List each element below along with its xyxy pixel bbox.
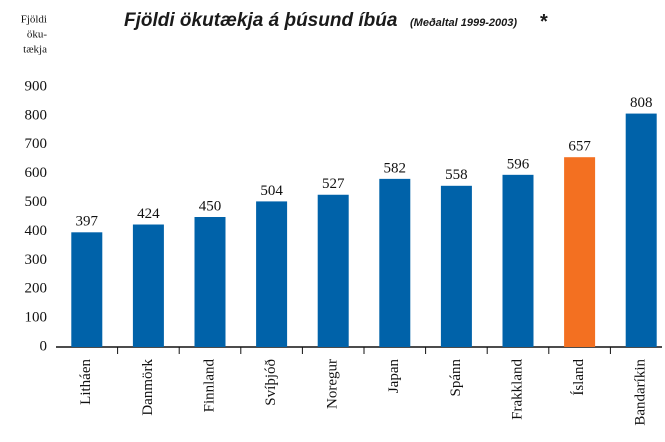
x-tick-label: Noregur bbox=[325, 359, 341, 409]
value-label: 504 bbox=[260, 183, 283, 199]
bar bbox=[625, 113, 657, 347]
bar bbox=[256, 201, 288, 347]
value-label: 657 bbox=[568, 139, 591, 155]
x-tick-label: Litháen bbox=[78, 359, 94, 405]
bar bbox=[194, 217, 226, 347]
y-tick-label: 100 bbox=[25, 310, 48, 326]
bar bbox=[440, 185, 472, 347]
y-tick-label: 700 bbox=[25, 136, 48, 152]
y-tick-label: 600 bbox=[25, 165, 48, 181]
x-tick-label: Spánn bbox=[448, 359, 464, 397]
x-tick-label: Ísland bbox=[570, 359, 587, 396]
x-tick-label: Bandaríkin bbox=[633, 359, 649, 426]
y-tick-label: 0 bbox=[40, 338, 48, 354]
y-axis-label: öku- bbox=[27, 29, 48, 41]
value-label: 596 bbox=[507, 156, 530, 172]
x-tick-label: Svíþjóð bbox=[263, 359, 279, 406]
value-label: 424 bbox=[137, 206, 160, 222]
value-label: 558 bbox=[445, 167, 468, 183]
bar bbox=[71, 232, 103, 347]
x-tick-label: Japan bbox=[386, 359, 402, 394]
x-tick-label: Finnland bbox=[201, 359, 217, 413]
bar bbox=[379, 178, 411, 347]
value-label: 582 bbox=[384, 160, 407, 176]
bar bbox=[132, 224, 164, 347]
y-tick-label: 800 bbox=[25, 107, 48, 123]
y-axis-label: Fjöldi bbox=[21, 14, 47, 26]
value-label: 397 bbox=[76, 214, 99, 230]
y-tick-label: 900 bbox=[25, 78, 48, 94]
annotation: * bbox=[540, 11, 548, 33]
value-label: 527 bbox=[322, 176, 345, 192]
x-tick-label: Danmörk bbox=[140, 359, 156, 416]
chart-subtitle: (Meðaltal 1999-2003) bbox=[410, 17, 517, 29]
y-tick-label: 500 bbox=[25, 194, 48, 210]
bar bbox=[317, 194, 349, 347]
chart-title: Fjöldi ökutækja á þúsund íbúa bbox=[124, 10, 398, 31]
y-axis-label: tækja bbox=[23, 44, 47, 56]
x-tick-label: Frakkland bbox=[509, 359, 525, 420]
y-tick-label: 400 bbox=[25, 223, 48, 239]
bar bbox=[502, 174, 534, 347]
value-label: 450 bbox=[199, 198, 222, 214]
y-tick-label: 200 bbox=[25, 281, 48, 297]
bar bbox=[564, 157, 596, 347]
y-tick-label: 300 bbox=[25, 252, 48, 268]
value-label: 808 bbox=[630, 95, 653, 111]
